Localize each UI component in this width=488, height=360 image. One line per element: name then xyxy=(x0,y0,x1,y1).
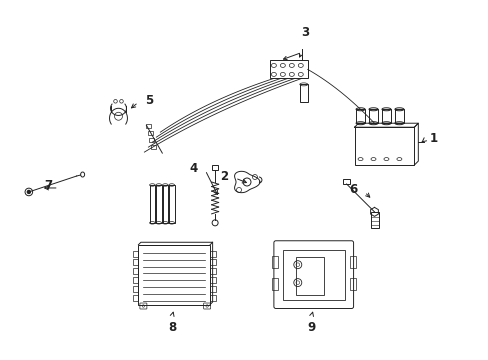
Text: 5: 5 xyxy=(145,94,153,107)
Bar xyxy=(368,109,377,123)
Text: 6: 6 xyxy=(348,184,357,197)
Bar xyxy=(147,131,152,135)
Text: 2: 2 xyxy=(220,170,227,183)
Bar xyxy=(354,127,413,165)
Bar xyxy=(133,260,138,265)
Bar xyxy=(370,212,379,228)
Bar xyxy=(156,185,161,223)
Bar xyxy=(212,165,218,170)
Bar xyxy=(162,185,168,223)
Bar xyxy=(210,277,215,283)
Bar xyxy=(210,260,215,265)
Text: 7: 7 xyxy=(44,180,53,193)
Bar xyxy=(210,251,215,257)
Bar xyxy=(342,179,349,184)
Bar xyxy=(149,185,155,223)
Text: 3: 3 xyxy=(300,26,308,39)
Bar xyxy=(133,251,138,257)
Bar xyxy=(355,109,364,123)
Bar xyxy=(295,257,323,294)
Bar xyxy=(269,60,307,78)
Bar xyxy=(271,256,277,268)
Bar xyxy=(149,138,154,141)
Bar xyxy=(151,145,156,149)
Bar xyxy=(349,278,355,289)
Bar xyxy=(133,277,138,283)
Bar xyxy=(133,294,138,301)
Bar xyxy=(299,84,307,102)
Bar xyxy=(271,278,277,289)
Text: 9: 9 xyxy=(307,321,315,334)
Bar xyxy=(145,124,151,128)
Bar xyxy=(169,185,174,223)
Bar xyxy=(349,256,355,268)
Circle shape xyxy=(27,190,30,193)
Bar xyxy=(282,250,344,300)
Bar xyxy=(210,294,215,301)
Bar xyxy=(210,286,215,292)
Text: 1: 1 xyxy=(428,132,436,145)
Text: 4: 4 xyxy=(189,162,198,175)
Bar xyxy=(394,109,403,123)
Bar xyxy=(210,268,215,274)
Bar xyxy=(133,268,138,274)
Bar xyxy=(138,245,210,305)
Bar xyxy=(381,109,390,123)
Text: 8: 8 xyxy=(168,321,176,334)
Bar xyxy=(133,286,138,292)
